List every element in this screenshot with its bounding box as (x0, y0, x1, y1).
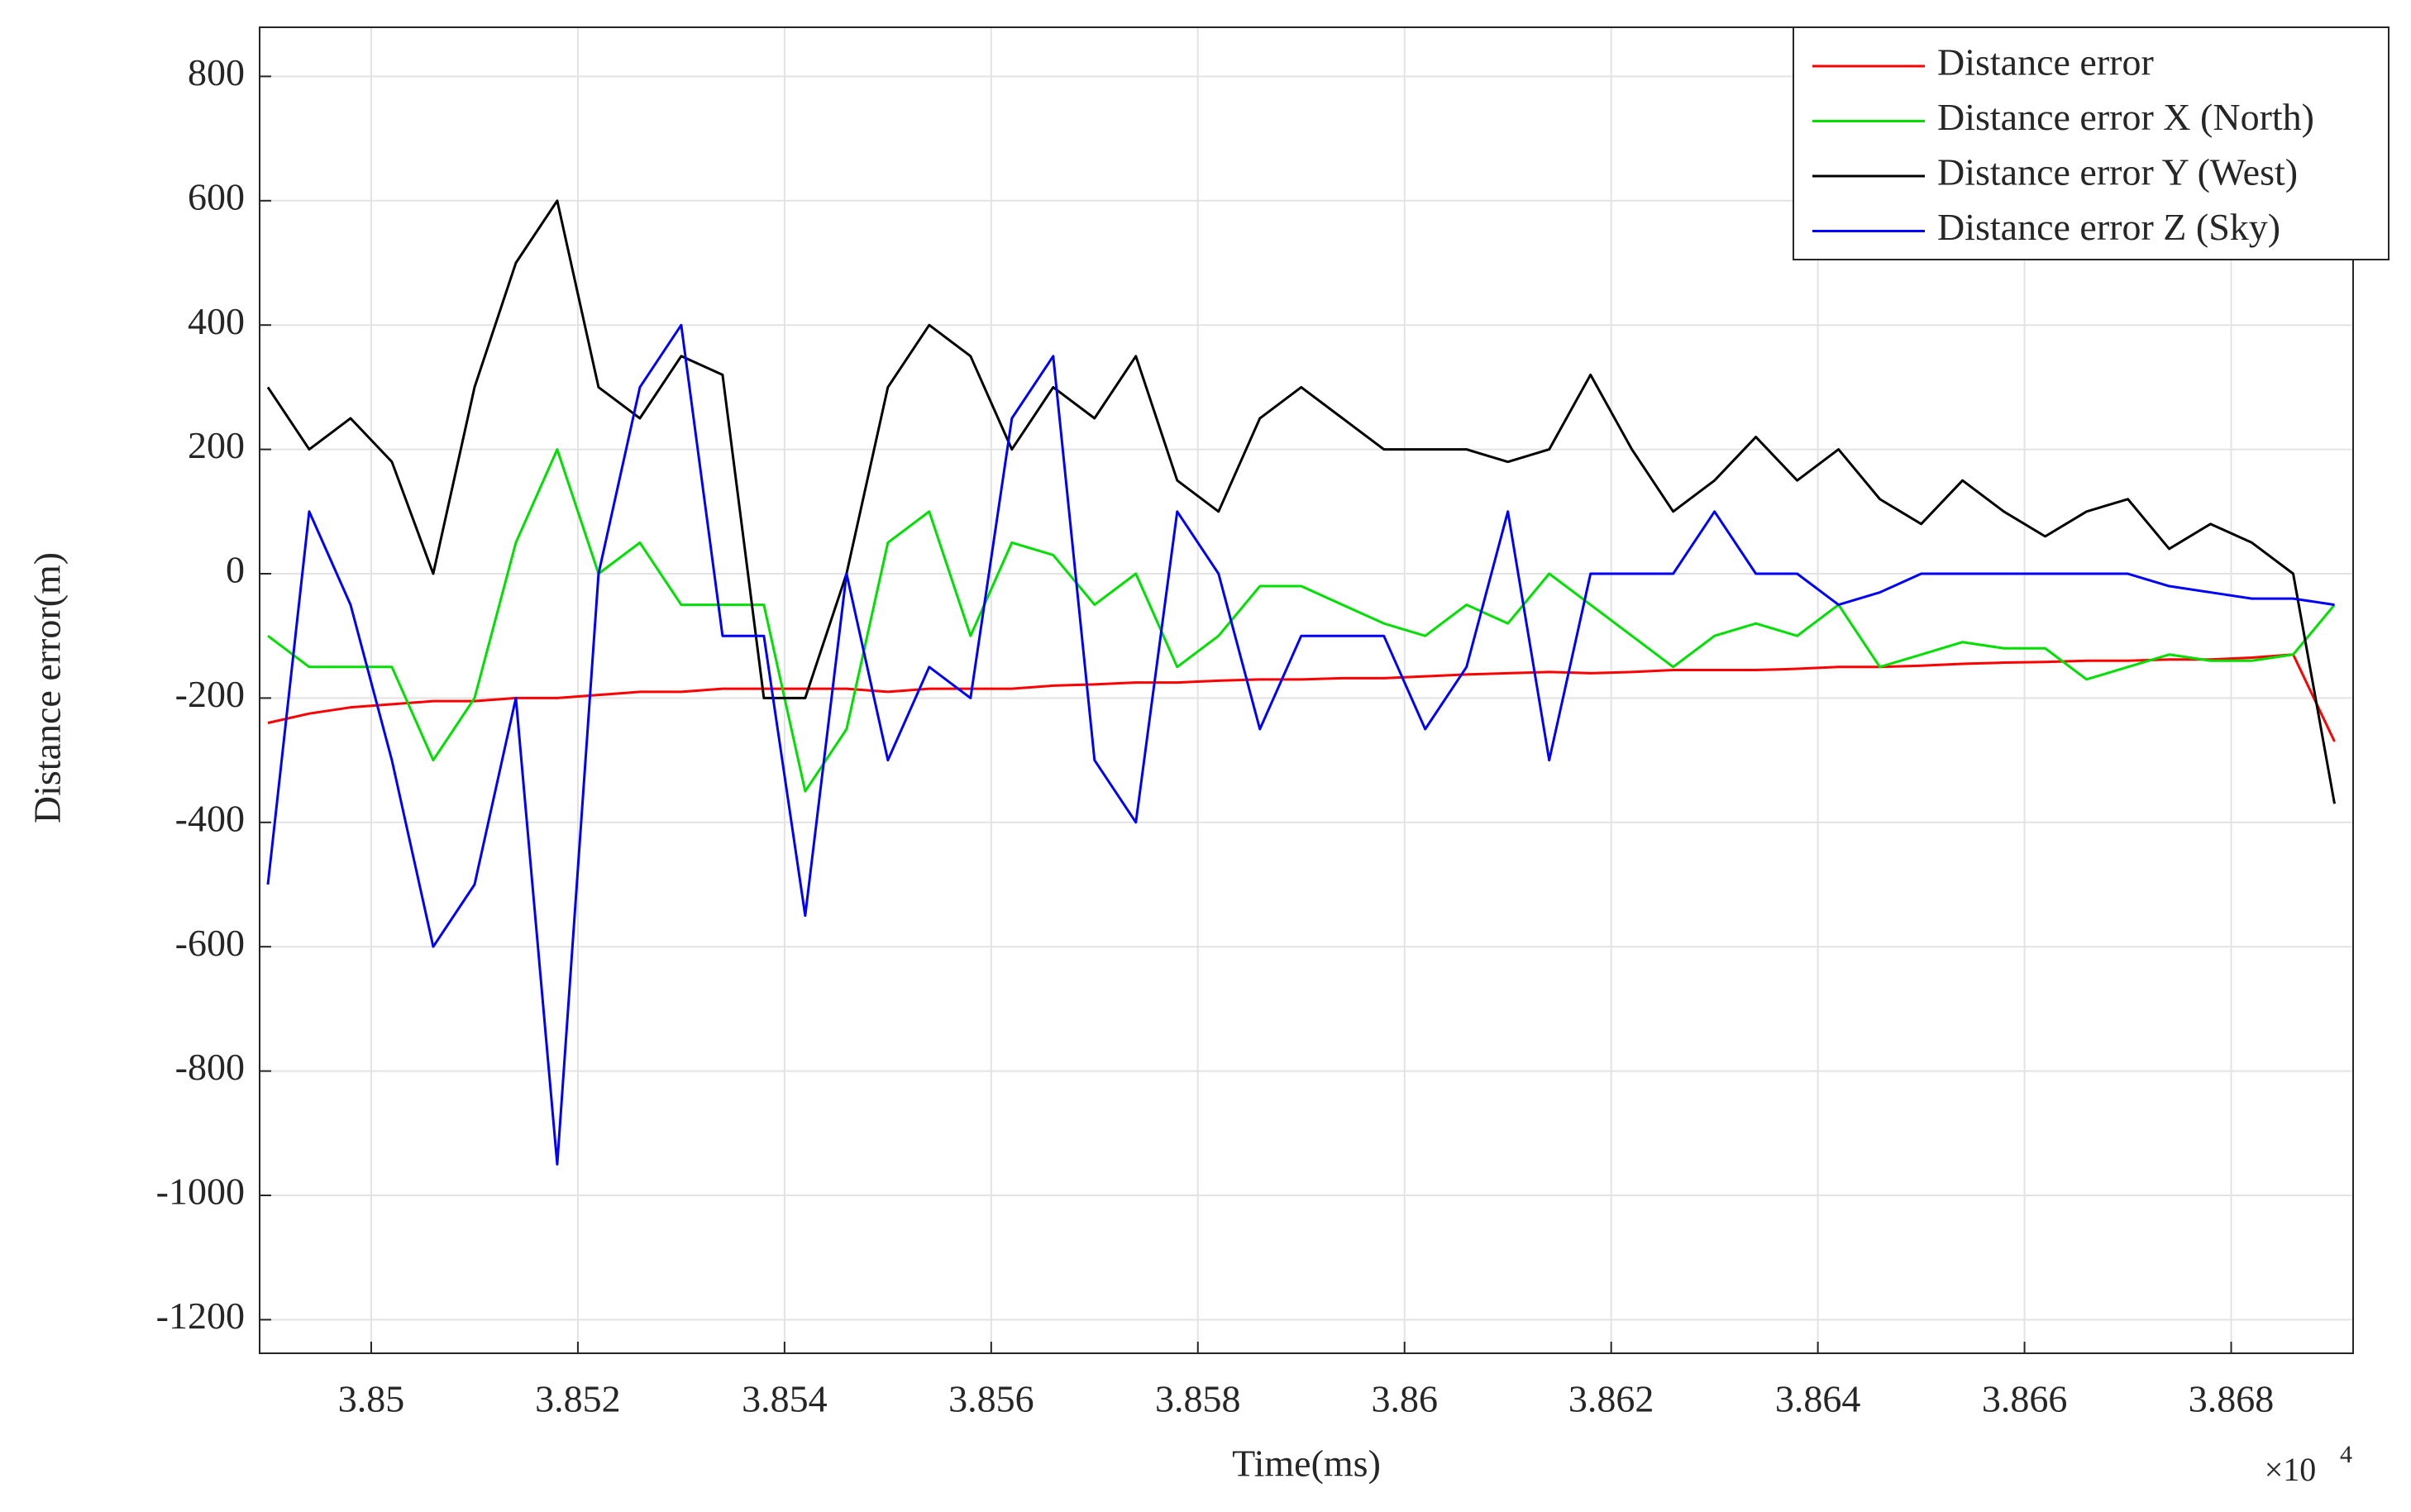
axes-box (259, 26, 2354, 1354)
y-axis-label: Distance error(m) (26, 552, 69, 823)
y-tick-label: -1000 (156, 1171, 245, 1213)
x-tick-label: 3.866 (1982, 1378, 2068, 1420)
y-tick-label: 600 (188, 175, 245, 217)
legend-label: Distance error Y (West) (1937, 151, 2298, 193)
x-multiplier-exponent: 4 (2340, 1441, 2352, 1468)
x-tick-label: 3.852 (535, 1378, 621, 1420)
y-tick-label: 200 (188, 424, 245, 466)
data-line (267, 653, 2336, 742)
x-tick-label: 3.862 (1568, 1378, 1654, 1420)
x-tick-label: 3.854 (742, 1378, 828, 1420)
legend-label: Distance error Z (Sky) (1937, 206, 2280, 248)
x-tick-label: 3.856 (948, 1378, 1034, 1420)
x-multiplier: ×10 (2265, 1451, 2317, 1488)
data-line (267, 448, 2336, 793)
legend-label: Distance error (1937, 41, 2154, 83)
y-tick-label: 0 (226, 549, 245, 591)
x-axis-label: Time(ms) (1232, 1443, 1381, 1485)
x-tick-label: 3.85 (338, 1378, 405, 1420)
x-tick-label: 3.858 (1155, 1378, 1241, 1420)
x-tick-label: 3.86 (1371, 1378, 1438, 1420)
x-tick-label: 3.868 (2189, 1378, 2275, 1420)
data-line (266, 199, 2336, 804)
y-tick-label: -1200 (156, 1295, 245, 1337)
legend-label: Distance error X (North) (1937, 96, 2314, 138)
y-tick-label: -200 (175, 673, 245, 715)
x-tick-label: 3.864 (1775, 1378, 1861, 1420)
y-tick-label: -800 (175, 1046, 245, 1088)
y-tick-label: 400 (188, 300, 245, 342)
y-tick-label: -600 (175, 922, 245, 964)
data-line (266, 323, 2335, 1166)
y-tick-label: 800 (188, 51, 245, 93)
y-tick-label: -400 (175, 797, 245, 839)
